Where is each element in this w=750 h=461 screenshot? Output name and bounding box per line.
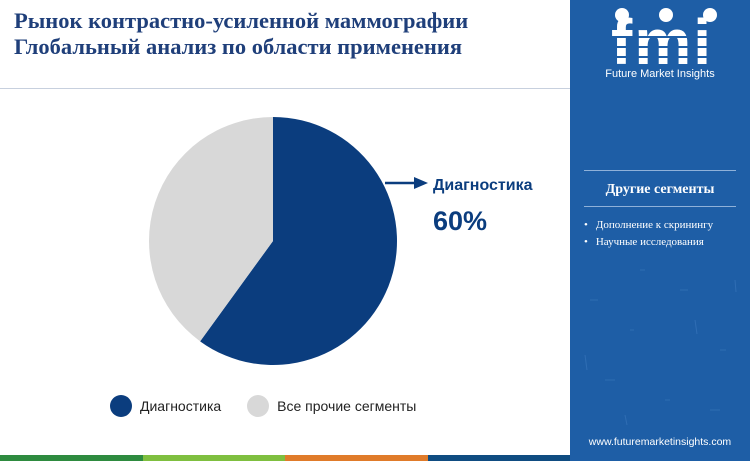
pie-slice-diagnostics [200,117,397,365]
logo-dot-icon [659,8,673,22]
fmi-logo: fmi [596,6,728,76]
other-segments-title: Другие сегменты [605,182,715,197]
website-link[interactable]: www.futuremarketinsights.com [588,436,732,448]
list-item: Дополнение к скринингу [584,217,713,234]
legend-swatch [110,395,132,417]
legend-item-other: Все прочие сегменты [247,395,416,417]
sidebar-divider [584,206,736,207]
list-item: Научные исследования [584,234,713,251]
bottom-bar-segment [142,455,285,461]
title-line-1: Рынок контрастно-усиленной маммографии [14,8,469,33]
legend-label: Диагностика [140,398,222,414]
callout-arrow-icon [414,177,428,189]
chart-legend: Диагностика Все прочие сегменты [110,395,442,417]
bottom-color-bar [0,455,570,461]
pie-slice-other-segments [149,117,273,342]
title-divider [0,88,570,89]
bottom-bar-segment [0,455,143,461]
logo-dot-icon [703,8,717,22]
pie-chart: Диагностика 60% [149,117,533,365]
legend-item-diagnostics: Диагностика [110,395,221,417]
logo-dot-icon [615,8,629,22]
sidebar-pattern [584,269,737,426]
title-line-2: Глобальный анализ по области применения [14,34,462,59]
bottom-bar-segment [427,455,570,461]
bottom-bar-segment [285,455,428,461]
page-title: Рынок контрастно-усиленной маммографии Г… [14,8,569,60]
callout-label: Диагностика [433,177,533,194]
brand-name: Future Market Insights [605,68,715,80]
callout-value: 60% [433,206,487,236]
sidebar-panel: fmi Future Market Insights Другие сегмен… [570,0,750,461]
other-segments-list: Дополнение к скринингу Научные исследова… [584,217,713,251]
pie-slices [149,117,397,365]
legend-swatch [247,395,270,417]
sidebar-divider [584,170,736,171]
legend-label: Все прочие сегменты [277,398,417,414]
